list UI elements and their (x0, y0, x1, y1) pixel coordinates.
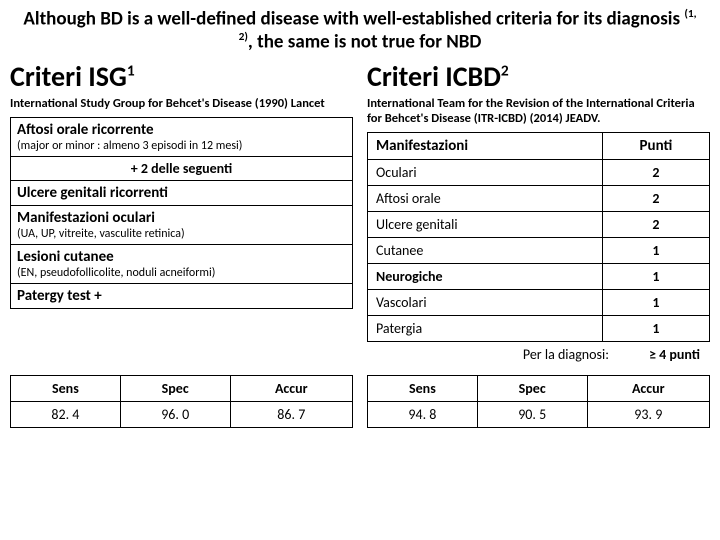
icbd-row-label: Vascolari (368, 289, 603, 315)
m-h: Sens (11, 375, 121, 401)
isg-row: Patergy test + (11, 283, 353, 308)
m-v: 82. 4 (11, 401, 121, 427)
isg-metrics: Sens Spec Accur 82. 4 96. 0 86. 7 (10, 375, 353, 428)
isg-row: + 2 delle seguenti (11, 156, 353, 180)
columns: Criteri ISG1 International Study Group f… (10, 62, 710, 368)
icbd-row-label: Neurogiche (368, 263, 603, 289)
col-icbd: Criteri ICBD2 International Team for the… (367, 62, 710, 368)
icbd-row-label: Oculari (368, 159, 603, 185)
icbd-table: Manifestazioni Punti Oculari2Aftosi oral… (367, 132, 710, 342)
icbd-row-points: 1 (602, 263, 709, 289)
icbd-row-label: Ulcere genitali (368, 211, 603, 237)
m-v: 90. 5 (477, 401, 587, 427)
icbd-row-points: 2 (602, 211, 709, 237)
icbd-row-points: 1 (602, 289, 709, 315)
icbd-row-label: Patergia (368, 315, 603, 341)
diag-value: ≥ 4 punti (649, 346, 700, 363)
m-v: 94. 8 (368, 401, 478, 427)
m-h: Accur (230, 375, 352, 401)
col-isg: Criteri ISG1 International Study Group f… (10, 62, 353, 368)
isg-row: Ulcere genitali ricorrenti (11, 180, 353, 205)
banner-title: Although BD is a well-defined disease wi… (10, 6, 710, 60)
icbd-metrics: Sens Spec Accur 94. 8 90. 5 93. 9 (367, 375, 710, 428)
icbd-row-label: Cutanee (368, 237, 603, 263)
icbd-title: Criteri ICBD2 (367, 62, 710, 91)
m-v: 96. 0 (120, 401, 230, 427)
m-v: 86. 7 (230, 401, 352, 427)
isg-subtitle: International Study Group for Behcet's D… (10, 96, 353, 111)
metrics-row: Sens Spec Accur 82. 4 96. 0 86. 7 Sens S… (10, 375, 710, 428)
diag-label: Per la diagnosi: (523, 346, 609, 363)
isg-body: Aftosi orale ricorrente(major or minor :… (11, 117, 353, 308)
icbd-body: Oculari2Aftosi orale2Ulcere genitali2Cut… (368, 159, 710, 341)
slide: Although BD is a well-defined disease wi… (0, 0, 720, 540)
icbd-row-label: Aftosi orale (368, 185, 603, 211)
isg-row: Aftosi orale ricorrente(major or minor :… (11, 117, 353, 156)
isg-title: Criteri ISG1 (10, 62, 353, 91)
icbd-h2: Punti (602, 132, 709, 159)
isg-row: Lesioni cutanee(EN, pseudofollicolite, n… (11, 244, 353, 283)
icbd-subtitle: International Team for the Revision of t… (367, 96, 710, 126)
icbd-h1: Manifestazioni (368, 132, 603, 159)
icbd-row-points: 2 (602, 159, 709, 185)
diag-line: Per la diagnosi: ≥ 4 punti (367, 342, 710, 369)
icbd-row-points: 1 (602, 237, 709, 263)
m-h: Sens (368, 375, 478, 401)
icbd-row-points: 2 (602, 185, 709, 211)
m-h: Spec (120, 375, 230, 401)
m-h: Accur (587, 375, 709, 401)
m-h: Spec (477, 375, 587, 401)
isg-row: Manifestazioni oculari(UA, UP, vitreite,… (11, 205, 353, 244)
isg-table: Aftosi orale ricorrente(major or minor :… (10, 117, 353, 309)
m-v: 93. 9 (587, 401, 709, 427)
icbd-row-points: 1 (602, 315, 709, 341)
